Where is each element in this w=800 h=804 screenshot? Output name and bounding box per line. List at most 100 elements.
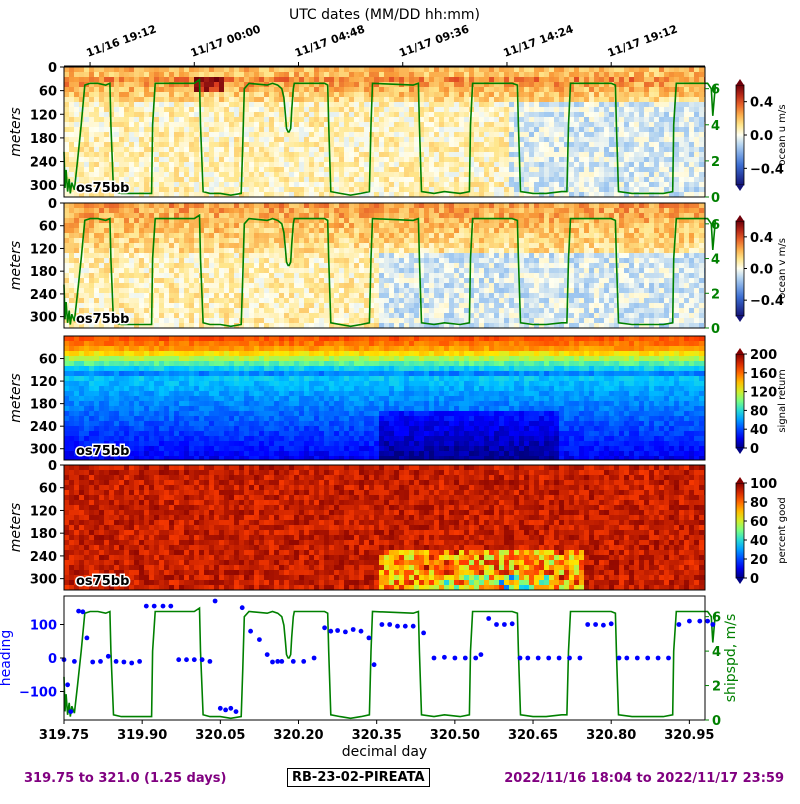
heatmap-cell <box>159 127 164 132</box>
heatmap-cell <box>104 278 109 283</box>
heatmap-cell <box>579 112 584 117</box>
heatmap-cell <box>229 313 234 318</box>
heatmap-cell <box>664 67 669 72</box>
heatmap-cell <box>249 152 254 157</box>
heatmap-cell <box>289 137 294 142</box>
heatmap-cell <box>304 162 309 167</box>
heatmap-cell <box>124 122 129 127</box>
heatmap-cell <box>179 192 184 197</box>
heatmap-cell <box>109 293 114 298</box>
heatmap-cell <box>129 142 134 147</box>
heatmap-cell <box>309 147 314 152</box>
heatmap-cell <box>469 177 474 182</box>
heatmap-cell <box>219 117 224 122</box>
heatmap-cell <box>99 72 104 77</box>
heatmap-cell <box>604 162 609 167</box>
heatmap-cell <box>309 223 314 228</box>
heatmap-cell <box>79 298 84 303</box>
heatmap-cell <box>414 102 419 107</box>
heatmap-cell <box>279 228 284 233</box>
heatmap-cell <box>104 187 109 192</box>
heatmap-cell <box>424 187 429 192</box>
heatmap-cell <box>634 72 639 77</box>
heatmap-cell <box>334 77 339 82</box>
heatmap-cell <box>359 203 364 208</box>
heatmap-cell <box>189 318 194 323</box>
heatmap-cell <box>179 142 184 147</box>
heatmap-cell <box>399 87 404 92</box>
heatmap-cell <box>694 102 699 107</box>
heatmap-cell <box>579 182 584 187</box>
heatmap-cell <box>279 77 284 82</box>
heatmap-cell <box>154 192 159 197</box>
heatmap-cell <box>269 67 274 72</box>
heatmap-cell <box>244 233 249 238</box>
heatmap-cell <box>539 87 544 92</box>
heatmap-cell <box>614 72 619 77</box>
heatmap-cell <box>699 182 704 187</box>
heatmap-cell <box>374 278 379 283</box>
heatmap-cell <box>419 132 424 137</box>
heatmap-cell <box>99 142 104 147</box>
heatmap-cell <box>304 253 309 258</box>
heatmap-cell <box>134 273 139 278</box>
heatmap-cell <box>349 313 354 318</box>
heatmap-cell <box>174 112 179 117</box>
heatmap-cell <box>114 243 119 248</box>
heatmap-cell <box>264 223 269 228</box>
heatmap-cell <box>569 132 574 137</box>
heatmap-cell <box>409 157 414 162</box>
heatmap-cell <box>549 87 554 92</box>
heatmap-cell <box>694 162 699 167</box>
heatmap-cell <box>309 177 314 182</box>
heatmap-cell <box>664 82 669 87</box>
heatmap-cell <box>294 323 299 328</box>
heatmap-cell <box>464 72 469 77</box>
heatmap-cell <box>504 157 509 162</box>
heatmap-cell <box>359 278 364 283</box>
heatmap-cell <box>249 263 254 268</box>
heatmap-cell <box>279 92 284 97</box>
heatmap-cell <box>234 122 239 127</box>
heatmap-cell <box>169 208 174 213</box>
heatmap-cell <box>689 132 694 137</box>
heatmap-cell <box>449 102 454 107</box>
heatmap-cell <box>694 72 699 77</box>
heatmap-cell <box>304 243 309 248</box>
heatmap-cell <box>124 142 129 147</box>
heatmap-cell <box>69 258 74 263</box>
heatmap-cell <box>359 77 364 82</box>
heatmap-cell <box>64 97 69 102</box>
heatmap-cell <box>304 132 309 137</box>
heatmap-cell <box>129 82 134 87</box>
heatmap-cell <box>359 303 364 308</box>
heatmap-cell <box>184 122 189 127</box>
heatmap-cell <box>539 97 544 102</box>
heatmap-cell <box>574 192 579 197</box>
heatmap-cell <box>624 152 629 157</box>
heatmap-cell <box>144 87 149 92</box>
heatmap-cell <box>94 268 99 273</box>
heatmap-cell <box>134 162 139 167</box>
heatmap-cell <box>354 92 359 97</box>
heatmap-cell <box>649 97 654 102</box>
heatmap-cell <box>144 192 149 197</box>
heatmap-cell <box>484 102 489 107</box>
heatmap-cell <box>304 182 309 187</box>
heatmap-cell <box>214 228 219 233</box>
heatmap-cell <box>389 117 394 122</box>
heatmap-cell <box>384 117 389 122</box>
heatmap-cell <box>279 67 284 72</box>
heatmap-cell <box>314 132 319 137</box>
heatmap-cell <box>214 132 219 137</box>
heatmap-cell <box>324 152 329 157</box>
heatmap-cell <box>209 303 214 308</box>
heatmap-cell <box>479 182 484 187</box>
heatmap-cell <box>459 122 464 127</box>
heatmap-cell <box>579 142 584 147</box>
heatmap-cell <box>304 152 309 157</box>
heatmap-cell <box>594 72 599 77</box>
heatmap-cell <box>664 172 669 177</box>
heatmap-cell <box>249 167 254 172</box>
heatmap-cell <box>239 218 244 223</box>
